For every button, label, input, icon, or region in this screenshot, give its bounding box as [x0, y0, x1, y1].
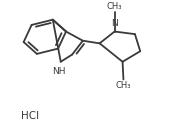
Text: HCl: HCl — [21, 111, 39, 121]
Text: CH₃: CH₃ — [107, 2, 122, 11]
Text: CH₃: CH₃ — [116, 81, 131, 90]
Text: NH: NH — [52, 67, 66, 76]
Text: N: N — [111, 19, 118, 28]
